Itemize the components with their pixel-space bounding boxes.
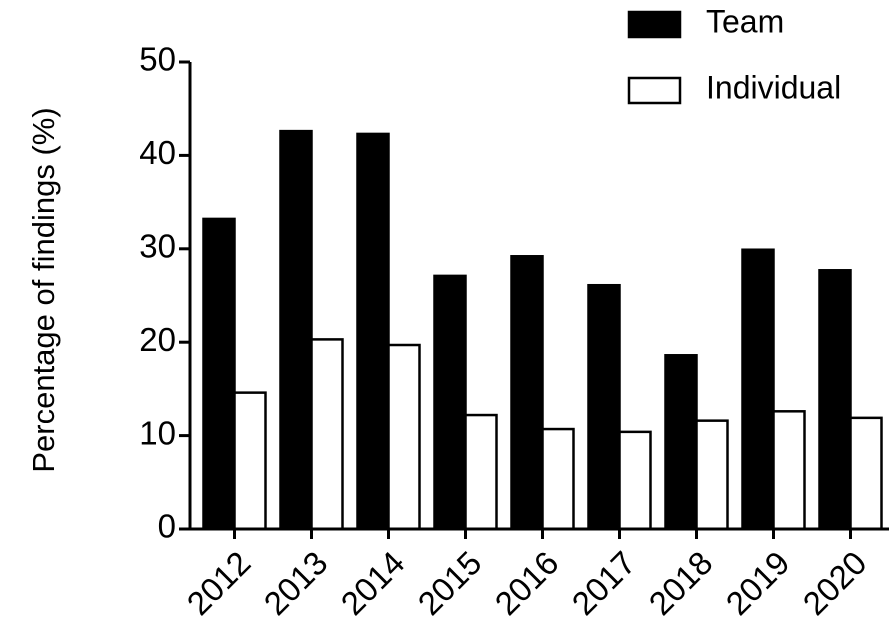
bar (464, 413, 498, 531)
bar (356, 132, 390, 531)
bar (664, 354, 698, 531)
x-tick-label: 2016 (488, 544, 566, 622)
bar (387, 343, 421, 531)
y-tick-label: 10 (139, 414, 176, 451)
bar (541, 427, 575, 531)
legend-label: Individual (706, 69, 841, 105)
x-tick-label: 2013 (257, 544, 335, 622)
bar (310, 338, 344, 531)
bar (279, 129, 313, 531)
bar (849, 416, 883, 531)
bar (587, 283, 621, 531)
legend-swatch (627, 10, 682, 39)
x-tick-label: 2012 (180, 544, 258, 622)
bar (510, 255, 544, 531)
y-tick-label: 0 (158, 508, 176, 545)
legend-swatch (627, 76, 682, 105)
bar (741, 248, 775, 531)
x-tick-label: 2015 (411, 544, 489, 622)
bar (202, 217, 236, 531)
bar (818, 269, 852, 531)
bar (695, 419, 729, 531)
y-tick-label: 30 (139, 228, 176, 265)
x-tick-label: 2019 (719, 544, 797, 622)
x-tick-label: 2014 (334, 544, 412, 622)
x-tick-label: 2018 (642, 544, 720, 622)
x-tick-label: 2017 (565, 544, 643, 622)
bar (233, 391, 267, 531)
x-tick-label: 2020 (796, 544, 874, 622)
y-axis-label: Percentage of findings (%) (26, 107, 61, 472)
y-tick-label: 40 (139, 134, 176, 171)
bar (433, 274, 467, 531)
y-tick-label: 20 (139, 321, 176, 358)
y-tick-label: 50 (139, 41, 176, 78)
bar (618, 430, 652, 531)
bar (772, 410, 806, 531)
legend-label: Team (706, 3, 784, 39)
